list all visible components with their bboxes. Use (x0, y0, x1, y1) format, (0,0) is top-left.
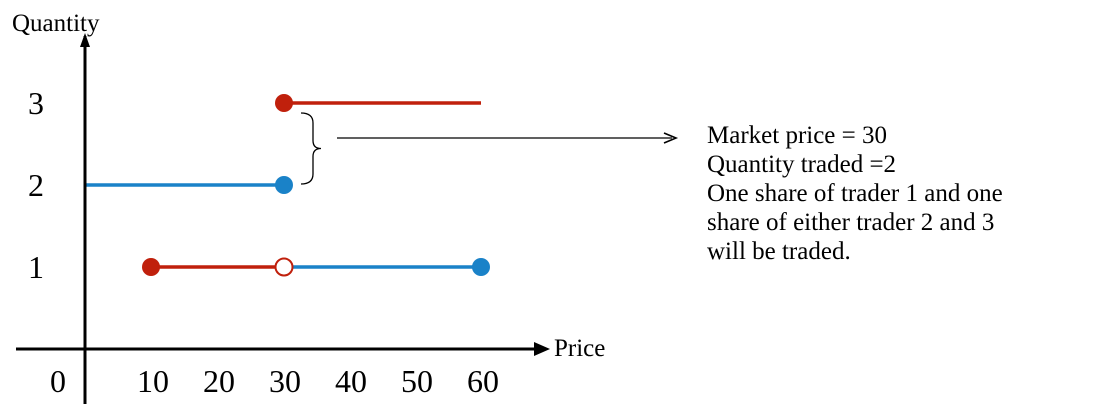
x-tick-labels: 10 20 30 40 50 60 (137, 363, 499, 399)
x-axis-label: Price (554, 335, 605, 362)
marker-filled-red (275, 94, 293, 112)
x-tick-label: 50 (401, 363, 433, 399)
x-tick-label: 10 (137, 363, 169, 399)
marker-filled-blue (472, 258, 490, 276)
y-tick-label: 1 (28, 249, 44, 285)
annotation-line-1: Market price = 30 (707, 122, 888, 149)
y-tick-label: 3 (28, 85, 44, 121)
series-segments (85, 101, 481, 269)
annotation-line-5: will be traded. (707, 238, 851, 265)
axes (16, 33, 550, 404)
annotation-line-3: One share of trader 1 and one (707, 180, 1003, 207)
x-tick-label: 30 (269, 363, 301, 399)
x-tick-label: 40 (335, 363, 367, 399)
y-tick-labels: 1 2 3 (28, 85, 44, 285)
series-markers (142, 94, 490, 277)
y-axis-arrowhead (80, 33, 90, 47)
right-brace (300, 112, 322, 185)
marker-open-red (274, 257, 294, 277)
brace-annotation (300, 112, 679, 185)
annotation-line-4: share of either trader 2 and 3 (707, 209, 995, 236)
y-tick-label: 2 (28, 167, 44, 203)
y-axis-label: Quantity (12, 10, 100, 37)
marker-filled-blue (275, 176, 293, 194)
origin-label: 0 (50, 363, 66, 399)
x-tick-label: 60 (467, 363, 499, 399)
x-tick-label: 20 (203, 363, 235, 399)
marker-filled-red (142, 258, 160, 276)
x-axis-arrowhead (534, 342, 550, 356)
annotation-line-2: Quantity traded =2 (707, 151, 897, 178)
annotation-arrowhead (663, 132, 679, 144)
market-annotation: Market price = 30 Quantity traded =2 One… (707, 121, 1087, 266)
